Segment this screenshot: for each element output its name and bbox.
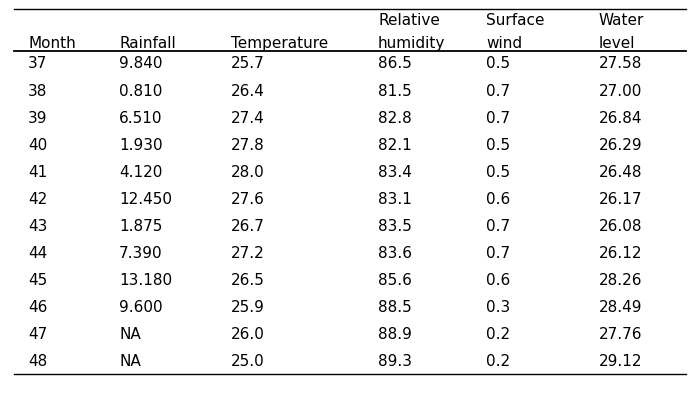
Text: 0.6: 0.6 bbox=[486, 273, 511, 287]
Text: 38: 38 bbox=[28, 83, 48, 98]
Text: 0.5: 0.5 bbox=[486, 165, 510, 180]
Text: 0.7: 0.7 bbox=[486, 111, 510, 126]
Text: 44: 44 bbox=[28, 246, 48, 261]
Text: 0.5: 0.5 bbox=[486, 57, 510, 72]
Text: 83.5: 83.5 bbox=[378, 219, 412, 234]
Text: 26.17: 26.17 bbox=[598, 191, 642, 207]
Text: 26.48: 26.48 bbox=[598, 165, 642, 180]
Text: 37: 37 bbox=[28, 57, 48, 72]
Text: 26.08: 26.08 bbox=[598, 219, 642, 234]
Text: 83.1: 83.1 bbox=[378, 191, 412, 207]
Text: 86.5: 86.5 bbox=[378, 57, 412, 72]
Text: 26.84: 26.84 bbox=[598, 111, 642, 126]
Text: 29.12: 29.12 bbox=[598, 354, 642, 369]
Text: 47: 47 bbox=[28, 327, 48, 341]
Text: 81.5: 81.5 bbox=[378, 83, 412, 98]
Text: 83.4: 83.4 bbox=[378, 165, 412, 180]
Text: wind: wind bbox=[486, 36, 523, 51]
Text: 0.5: 0.5 bbox=[486, 137, 510, 153]
Text: 0.7: 0.7 bbox=[486, 83, 510, 98]
Text: 12.450: 12.450 bbox=[119, 191, 172, 207]
Text: 26.29: 26.29 bbox=[598, 137, 642, 153]
Text: 27.00: 27.00 bbox=[598, 83, 642, 98]
Text: 0.810: 0.810 bbox=[119, 83, 162, 98]
Text: humidity: humidity bbox=[378, 36, 445, 51]
Text: 0.2: 0.2 bbox=[486, 327, 510, 341]
Text: 28.49: 28.49 bbox=[598, 300, 642, 315]
Text: 39: 39 bbox=[28, 111, 48, 126]
Text: 0.3: 0.3 bbox=[486, 300, 511, 315]
Text: 13.180: 13.180 bbox=[119, 273, 172, 287]
Text: 6.510: 6.510 bbox=[119, 111, 162, 126]
Text: 26.12: 26.12 bbox=[598, 246, 642, 261]
Text: Temperature: Temperature bbox=[231, 36, 328, 51]
Text: 1.875: 1.875 bbox=[119, 219, 162, 234]
Text: 0.7: 0.7 bbox=[486, 219, 510, 234]
Text: 27.58: 27.58 bbox=[598, 57, 642, 72]
Text: 7.390: 7.390 bbox=[119, 246, 162, 261]
Text: 88.9: 88.9 bbox=[378, 327, 412, 341]
Text: 0.6: 0.6 bbox=[486, 191, 511, 207]
Text: Rainfall: Rainfall bbox=[119, 36, 176, 51]
Text: 25.7: 25.7 bbox=[231, 57, 265, 72]
Text: 27.8: 27.8 bbox=[231, 137, 265, 153]
Text: 27.2: 27.2 bbox=[231, 246, 265, 261]
Text: 28.26: 28.26 bbox=[598, 273, 642, 287]
Text: NA: NA bbox=[119, 327, 141, 341]
Text: 9.840: 9.840 bbox=[119, 57, 162, 72]
Text: 9.600: 9.600 bbox=[119, 300, 162, 315]
Text: level: level bbox=[598, 36, 635, 51]
Text: Surface: Surface bbox=[486, 13, 545, 28]
Text: 4.120: 4.120 bbox=[119, 165, 162, 180]
Text: 26.7: 26.7 bbox=[231, 219, 265, 234]
Text: 0.2: 0.2 bbox=[486, 354, 510, 369]
Text: 28.0: 28.0 bbox=[231, 165, 265, 180]
Text: 40: 40 bbox=[28, 137, 48, 153]
Text: 46: 46 bbox=[28, 300, 48, 315]
Text: 1.930: 1.930 bbox=[119, 137, 162, 153]
Text: Relative: Relative bbox=[378, 13, 440, 28]
Text: 25.0: 25.0 bbox=[231, 354, 265, 369]
Text: 0.7: 0.7 bbox=[486, 246, 510, 261]
Text: 48: 48 bbox=[28, 354, 48, 369]
Text: 82.8: 82.8 bbox=[378, 111, 412, 126]
Text: 89.3: 89.3 bbox=[378, 354, 412, 369]
Text: 27.6: 27.6 bbox=[231, 191, 265, 207]
Text: Water: Water bbox=[598, 13, 644, 28]
Text: 82.1: 82.1 bbox=[378, 137, 412, 153]
Text: 27.4: 27.4 bbox=[231, 111, 265, 126]
Text: 27.76: 27.76 bbox=[598, 327, 642, 341]
Text: 42: 42 bbox=[28, 191, 48, 207]
Text: 85.6: 85.6 bbox=[378, 273, 412, 287]
Text: 26.0: 26.0 bbox=[231, 327, 265, 341]
Text: 88.5: 88.5 bbox=[378, 300, 412, 315]
Text: 26.4: 26.4 bbox=[231, 83, 265, 98]
Text: 43: 43 bbox=[28, 219, 48, 234]
Text: 83.6: 83.6 bbox=[378, 246, 412, 261]
Text: 26.5: 26.5 bbox=[231, 273, 265, 287]
Text: 25.9: 25.9 bbox=[231, 300, 265, 315]
Text: 41: 41 bbox=[28, 165, 48, 180]
Text: NA: NA bbox=[119, 354, 141, 369]
Text: Month: Month bbox=[28, 36, 76, 51]
Text: 45: 45 bbox=[28, 273, 48, 287]
